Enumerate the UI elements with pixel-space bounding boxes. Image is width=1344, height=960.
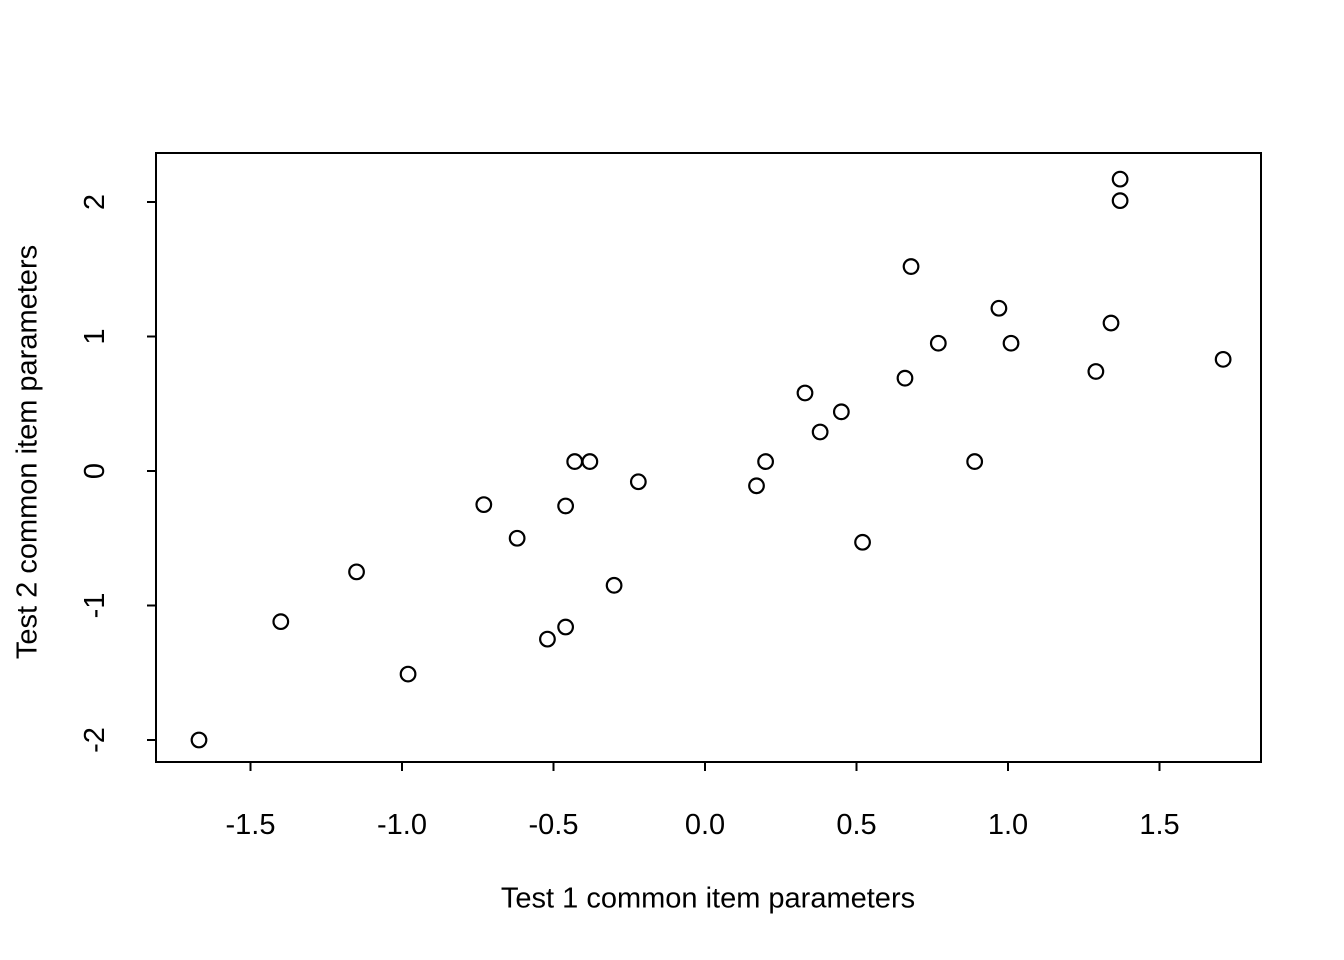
data-point xyxy=(399,665,417,683)
data-point xyxy=(566,453,584,470)
data-point xyxy=(1102,314,1120,332)
y-axis-title: Test 2 common item parameters xyxy=(11,244,44,660)
x-axis-title: Test 1 common item parameters xyxy=(500,882,916,915)
data-point xyxy=(629,473,647,491)
data-point xyxy=(475,496,493,514)
data-point xyxy=(1111,192,1129,210)
x-tick-label: -1.5 xyxy=(226,809,276,841)
data-point xyxy=(508,529,526,547)
x-tick-label: -0.5 xyxy=(529,809,579,841)
data-point xyxy=(272,613,290,631)
data-point xyxy=(966,453,984,470)
data-point xyxy=(190,731,208,749)
data-point xyxy=(832,403,850,421)
x-tick-label: 0.0 xyxy=(685,809,725,841)
data-point xyxy=(902,258,920,275)
y-tick-label: 1 xyxy=(79,328,111,344)
data-point xyxy=(1087,363,1105,380)
data-point xyxy=(1214,350,1232,368)
x-tick-label: 0.5 xyxy=(836,809,876,841)
data-point xyxy=(748,477,765,495)
x-tick-label: 1.5 xyxy=(1139,809,1179,841)
data-point xyxy=(757,453,774,470)
data-point xyxy=(557,618,575,636)
y-tick-label: -2 xyxy=(79,727,111,753)
data-point xyxy=(796,384,814,402)
data-point xyxy=(854,533,871,551)
data-point xyxy=(581,453,599,470)
data-point xyxy=(811,423,829,441)
data-point xyxy=(605,576,623,594)
x-tick-label: -1.0 xyxy=(377,809,427,841)
y-tick-label: 0 xyxy=(79,463,111,479)
data-point xyxy=(557,497,575,515)
data-point xyxy=(929,334,947,352)
x-tick-label: 1.0 xyxy=(988,809,1028,841)
y-tick-label: -1 xyxy=(79,593,111,619)
data-point xyxy=(1111,170,1129,188)
data-point xyxy=(348,563,365,581)
data-point xyxy=(896,369,914,387)
data-point xyxy=(539,630,556,648)
data-point xyxy=(990,299,1008,317)
y-tick-label: 2 xyxy=(79,194,111,210)
plot-box xyxy=(155,152,1262,763)
data-point xyxy=(1002,334,1020,352)
